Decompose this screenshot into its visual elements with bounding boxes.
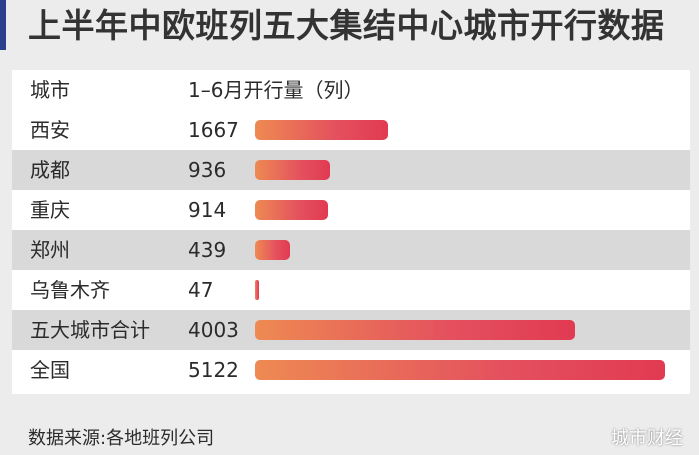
bar [255, 320, 576, 340]
city-label: 重庆 [30, 198, 70, 222]
title-accent-stripe [0, 0, 6, 50]
publisher-mark: 城市财经 [611, 428, 683, 449]
city-label: 郑州 [30, 238, 70, 262]
value-label: 47 [188, 278, 214, 302]
table-row: 成都 936 [12, 150, 690, 190]
table-row: 郑州 439 [12, 230, 690, 270]
value-label: 936 [188, 158, 227, 182]
header-city: 城市 [30, 78, 70, 102]
table-row: 乌鲁木齐 47 [12, 270, 690, 310]
table-row: 全国 5122 [12, 350, 690, 390]
city-label: 西安 [30, 118, 70, 142]
city-label: 全国 [30, 358, 70, 382]
city-label: 乌鲁木齐 [30, 278, 110, 302]
bar [255, 120, 389, 140]
header-row: 城市 1–6月开行量（列） [12, 70, 690, 110]
bar [255, 240, 291, 260]
bar [255, 360, 665, 380]
table-row: 西安 1667 [12, 110, 690, 150]
header-volume: 1–6月开行量（列） [188, 78, 364, 102]
data-source-note: 数据来源:各地班列公司 [28, 428, 215, 449]
chart-title: 上半年中欧班列五大集结中心城市开行数据 [28, 6, 665, 45]
chart-table: 城市 1–6月开行量（列） 西安 1667 成都 936 重庆 914 郑州 439 乌鲁木齐 4… [12, 70, 690, 394]
value-label: 1667 [188, 118, 239, 142]
value-label: 4003 [188, 318, 239, 342]
value-label: 439 [188, 238, 227, 262]
value-label: 914 [188, 198, 227, 222]
city-label: 五大城市合计 [30, 318, 150, 342]
bar [255, 200, 329, 220]
table-row: 重庆 914 [12, 190, 690, 230]
city-label: 成都 [30, 158, 70, 182]
table-row: 五大城市合计 4003 [12, 310, 690, 350]
bar [255, 280, 259, 300]
value-label: 5122 [188, 358, 239, 382]
bar [255, 160, 330, 180]
